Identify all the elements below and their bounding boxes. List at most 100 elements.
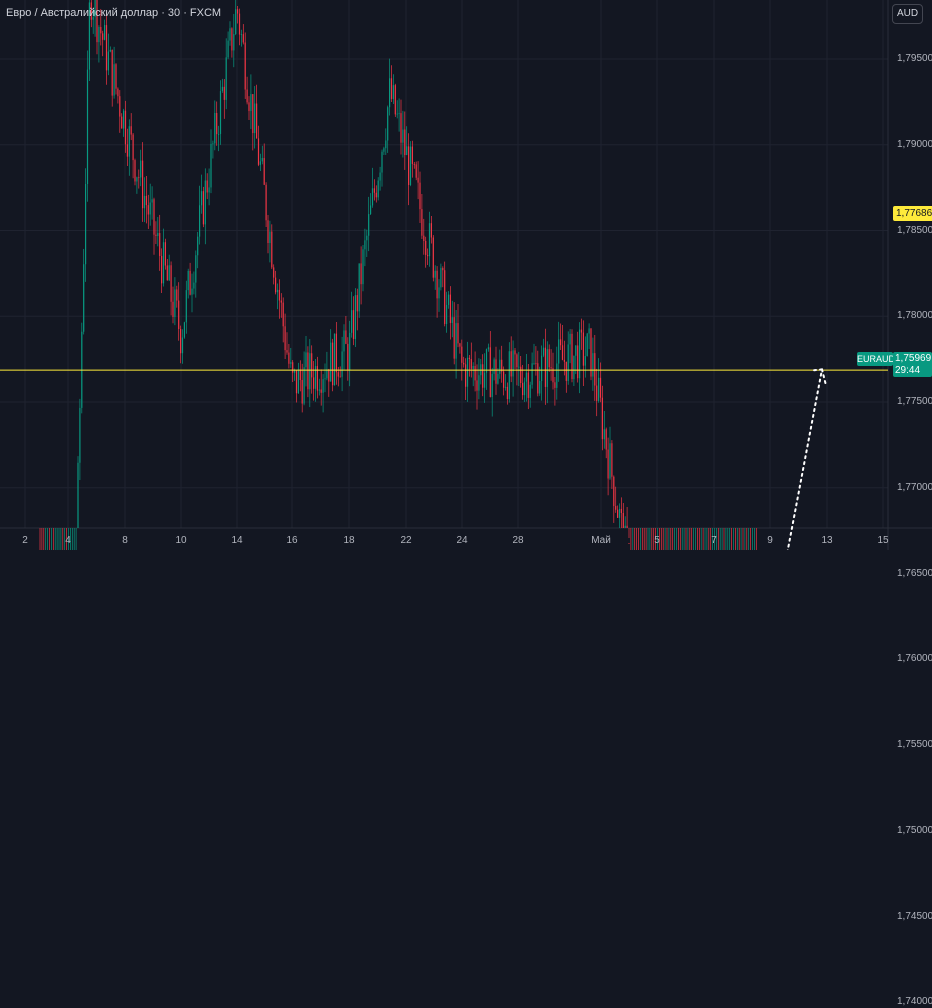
candle-body bbox=[193, 282, 195, 289]
candle-body bbox=[596, 385, 598, 401]
candle-body bbox=[330, 342, 332, 382]
date-tick-label: 2 bbox=[22, 535, 28, 546]
candle-body bbox=[185, 290, 187, 323]
candle-body bbox=[617, 509, 619, 518]
candle-body bbox=[522, 383, 524, 396]
candle-body bbox=[276, 289, 279, 293]
candle-body bbox=[257, 138, 260, 165]
candle-body bbox=[189, 270, 191, 295]
candle-body bbox=[482, 364, 484, 388]
candle-body bbox=[622, 513, 624, 528]
candle-body bbox=[554, 382, 556, 388]
candle-body bbox=[373, 188, 375, 193]
price-tick-label: 1,74000 bbox=[897, 996, 932, 1008]
candles-layer bbox=[39, 0, 757, 550]
candle-body bbox=[104, 25, 106, 40]
candle-body bbox=[153, 199, 155, 235]
candle-body bbox=[349, 332, 351, 371]
candle-body bbox=[618, 508, 621, 518]
candle-body bbox=[121, 116, 123, 129]
candle-body bbox=[392, 85, 394, 99]
candle-body bbox=[176, 289, 178, 301]
candle-body bbox=[442, 268, 444, 271]
symbol-tag: EURAUD bbox=[857, 352, 896, 366]
candle-body bbox=[200, 191, 203, 206]
candle-body bbox=[256, 103, 258, 139]
candle-body bbox=[254, 103, 256, 134]
candle-body bbox=[248, 102, 250, 112]
candle-body bbox=[523, 381, 526, 396]
candle-body bbox=[174, 289, 176, 317]
candle-body bbox=[400, 113, 402, 143]
candle-body bbox=[476, 380, 478, 391]
candle-body bbox=[328, 369, 330, 382]
candle-body bbox=[491, 373, 493, 397]
candle-body bbox=[284, 326, 286, 351]
candle-body bbox=[457, 323, 459, 344]
candle-body bbox=[383, 148, 385, 152]
candle-body bbox=[506, 386, 508, 400]
candle-body bbox=[487, 347, 489, 350]
candle-body bbox=[615, 506, 617, 510]
last-price-badge: 1,75969 29:44 bbox=[893, 352, 932, 377]
candle-body bbox=[155, 234, 157, 236]
symbol-title[interactable]: Евро / Австралийский доллар · 30 · FXCM bbox=[6, 7, 222, 19]
candle-body bbox=[428, 223, 431, 257]
candle-body bbox=[246, 89, 248, 103]
candle-body bbox=[115, 64, 117, 89]
candle-body bbox=[520, 366, 522, 384]
candle-body bbox=[94, 0, 96, 18]
projection-arrow[interactable] bbox=[765, 368, 827, 550]
candle-body bbox=[178, 300, 180, 329]
candle-body bbox=[271, 231, 273, 268]
candle-body bbox=[512, 350, 514, 377]
candle-body bbox=[151, 199, 153, 203]
candle-body bbox=[497, 373, 499, 384]
price-tick-label: 1,79000 bbox=[897, 138, 932, 150]
candle-body bbox=[370, 205, 372, 215]
candle-body bbox=[113, 64, 115, 96]
candle-body bbox=[394, 85, 396, 115]
candle-body bbox=[389, 78, 391, 108]
candle-body bbox=[225, 57, 227, 100]
candle-body bbox=[240, 34, 242, 35]
candle-body bbox=[138, 177, 140, 179]
candle-body bbox=[381, 151, 383, 173]
candle-body bbox=[449, 294, 451, 323]
candle-body bbox=[147, 205, 149, 215]
candle-body bbox=[214, 112, 216, 144]
candle-body bbox=[605, 429, 607, 450]
candle-body bbox=[252, 94, 254, 134]
candle-body bbox=[368, 214, 370, 236]
candlestick-chart[interactable] bbox=[0, 0, 932, 550]
candle-body bbox=[598, 377, 600, 401]
candle-body bbox=[531, 363, 533, 385]
currency-button[interactable]: AUD bbox=[892, 4, 923, 24]
candle-body bbox=[261, 158, 263, 162]
candle-body bbox=[332, 342, 334, 386]
candle-body bbox=[542, 347, 545, 356]
candle-body bbox=[117, 88, 119, 97]
candle-body bbox=[371, 188, 374, 206]
candle-body bbox=[275, 277, 277, 293]
candle-body bbox=[539, 380, 541, 394]
candle-body bbox=[466, 357, 469, 387]
candle-body bbox=[427, 254, 429, 257]
candle-body bbox=[446, 304, 448, 324]
candle-body bbox=[550, 367, 552, 369]
date-tick-label: 7 bbox=[711, 535, 717, 546]
candle-body bbox=[313, 377, 315, 389]
candle-body bbox=[582, 332, 584, 366]
candle-body bbox=[343, 330, 345, 352]
candle-body bbox=[354, 295, 356, 340]
candle-body bbox=[235, 9, 237, 35]
candle-body bbox=[413, 163, 415, 165]
candle-body bbox=[402, 129, 404, 143]
candle-body bbox=[157, 233, 159, 236]
candle-body bbox=[223, 86, 225, 100]
candle-body bbox=[620, 508, 622, 514]
candle-body bbox=[199, 205, 201, 237]
candle-body bbox=[290, 362, 292, 364]
candle-body bbox=[390, 78, 393, 99]
